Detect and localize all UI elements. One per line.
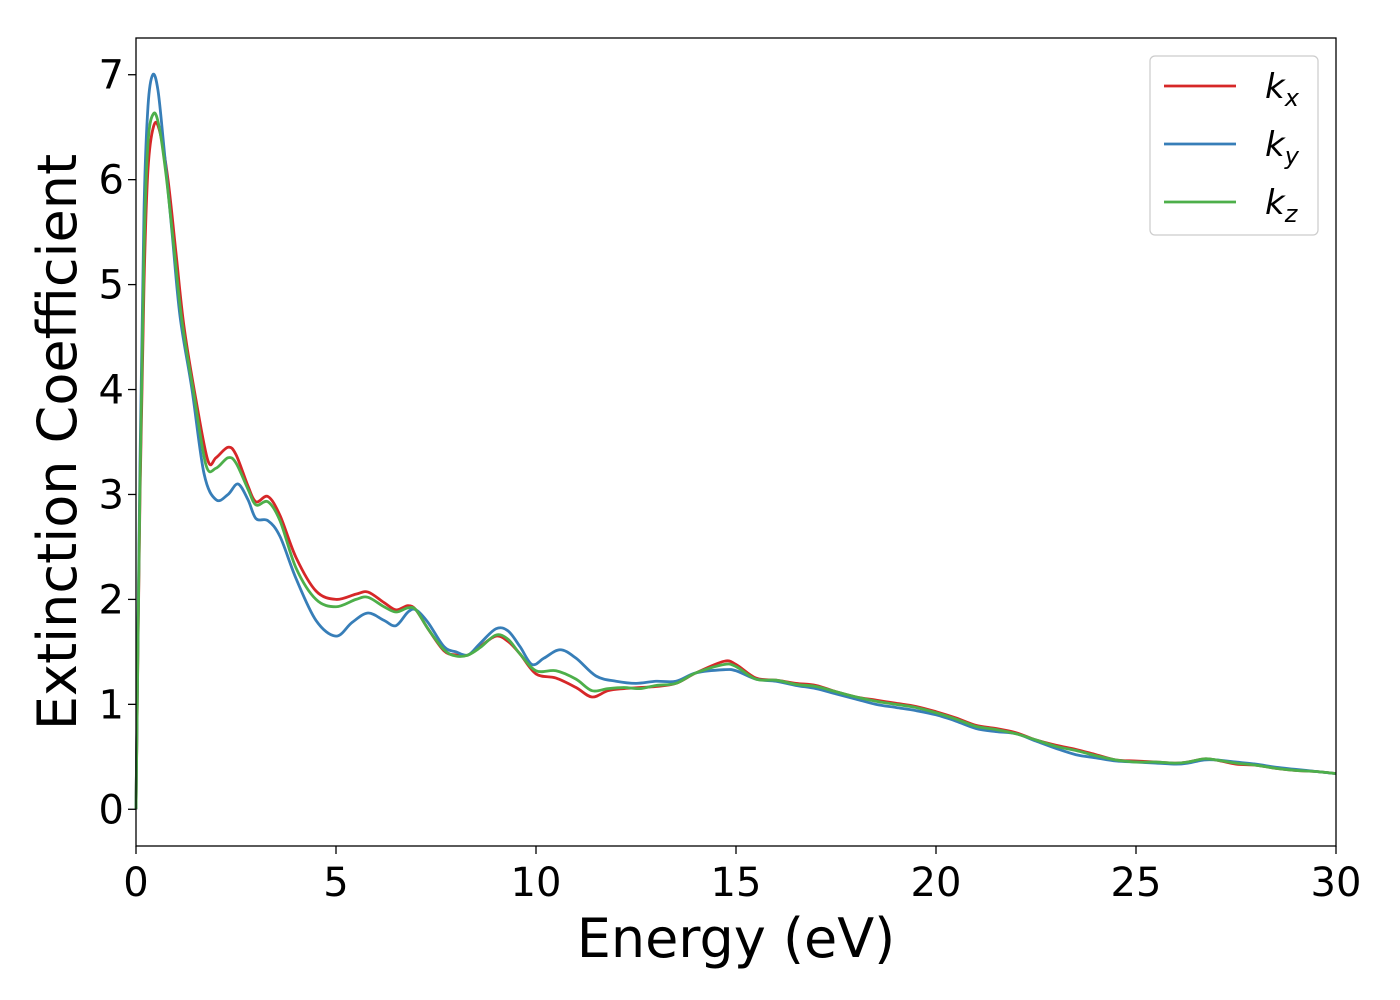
y-tick-label: 3 [99, 472, 124, 518]
legend-box [1149, 55, 1319, 236]
plot-background [136, 38, 1336, 846]
y-tick-label: 6 [99, 158, 124, 204]
legend-label-y: ky [1265, 125, 1300, 170]
legend-label-x: kx [1265, 67, 1300, 112]
y-axis-title: Extinction Coefficient [26, 154, 89, 730]
y-tick-label: 1 [99, 682, 124, 728]
y-tick-label: 7 [99, 53, 124, 99]
x-tick-label: 20 [911, 860, 962, 906]
legend: kx ky kz [1149, 55, 1319, 236]
x-tick-label: 5 [323, 860, 348, 906]
series-layer [134, 72, 1337, 810]
series-line-y [134, 72, 1337, 810]
series-line-z [134, 111, 1337, 810]
y-tick-label: 4 [99, 368, 124, 414]
x-axis-ticks: 0 5 10 15 20 25 30 [123, 846, 1361, 906]
x-axis-title: Energy (eV) [577, 907, 896, 970]
y-tick-label: 5 [99, 263, 124, 309]
x-tick-label: 0 [123, 860, 148, 906]
y-tick-label: 0 [99, 787, 124, 833]
y-tick-label: 2 [99, 577, 124, 623]
y-axis-ticks: 0 1 2 3 4 5 6 7 [99, 53, 136, 833]
x-tick-label: 25 [1111, 860, 1162, 906]
x-tick-label: 10 [511, 860, 562, 906]
legend-label-z: kz [1265, 183, 1299, 228]
x-tick-label: 30 [1311, 860, 1362, 906]
x-tick-label: 15 [711, 860, 762, 906]
